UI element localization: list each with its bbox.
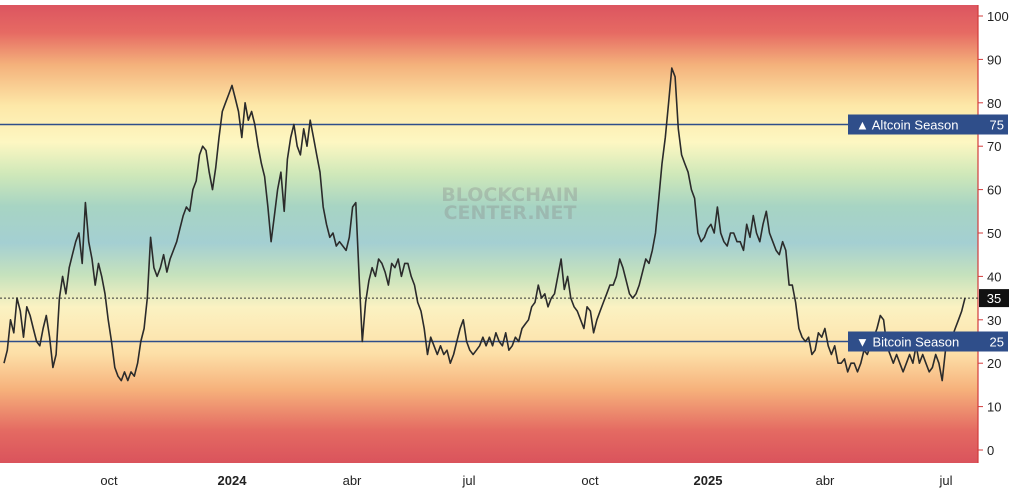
threshold-label: ▼ Bitcoin Season [856, 335, 959, 350]
threshold-lines [0, 123, 978, 343]
chart-background [0, 5, 978, 463]
x-tick-label: 2025 [694, 473, 723, 488]
y-tick-label: 50 [987, 226, 1001, 241]
y-tick-label: 90 [987, 52, 1001, 67]
y-tick-label: 40 [987, 269, 1001, 284]
current-value-badge: 35 [979, 289, 1009, 308]
x-tick-label: oct [581, 473, 599, 488]
y-tick-label: 100 [987, 9, 1009, 24]
threshold-label: ▲ Altcoin Season [856, 118, 958, 133]
threshold-labels: ▲ Altcoin Season 75 ▼ Bitcoin Season 25 [848, 114, 1008, 352]
y-tick-label: 60 [987, 183, 1001, 198]
index-line [3, 67, 966, 382]
x-tick-label: jul [938, 473, 952, 488]
x-tick-label: abr [816, 473, 835, 488]
x-tick-label: abr [343, 473, 362, 488]
watermark: BLOCKCHAIN CENTER.NET [441, 184, 578, 224]
watermark-line-1: BLOCKCHAIN [441, 184, 578, 206]
y-tick-label: 0 [987, 443, 994, 458]
current-value-text: 35 [987, 291, 1001, 306]
threshold-value: 75 [990, 118, 1004, 133]
y-tick-label: 20 [987, 356, 1001, 371]
threshold-label-box [848, 331, 1008, 352]
watermark-line-2: CENTER.NET [444, 202, 577, 224]
x-tick-label: oct [100, 473, 118, 488]
y-axis-ticks: 0 10 20 30 40 50 60 70 80 90 100 [978, 9, 1009, 458]
threshold-value: 25 [990, 335, 1004, 350]
threshold-label-box [848, 114, 1008, 135]
y-tick-label: 70 [987, 139, 1001, 154]
y-tick-label: 80 [987, 96, 1001, 111]
y-tick-label: 30 [987, 313, 1001, 328]
y-tick-label: 10 [987, 400, 1001, 415]
x-axis-ticks: oct 2024 abr jul oct 2025 abr jul [100, 473, 952, 488]
x-tick-label: 2024 [218, 473, 248, 488]
x-tick-label: jul [461, 473, 475, 488]
